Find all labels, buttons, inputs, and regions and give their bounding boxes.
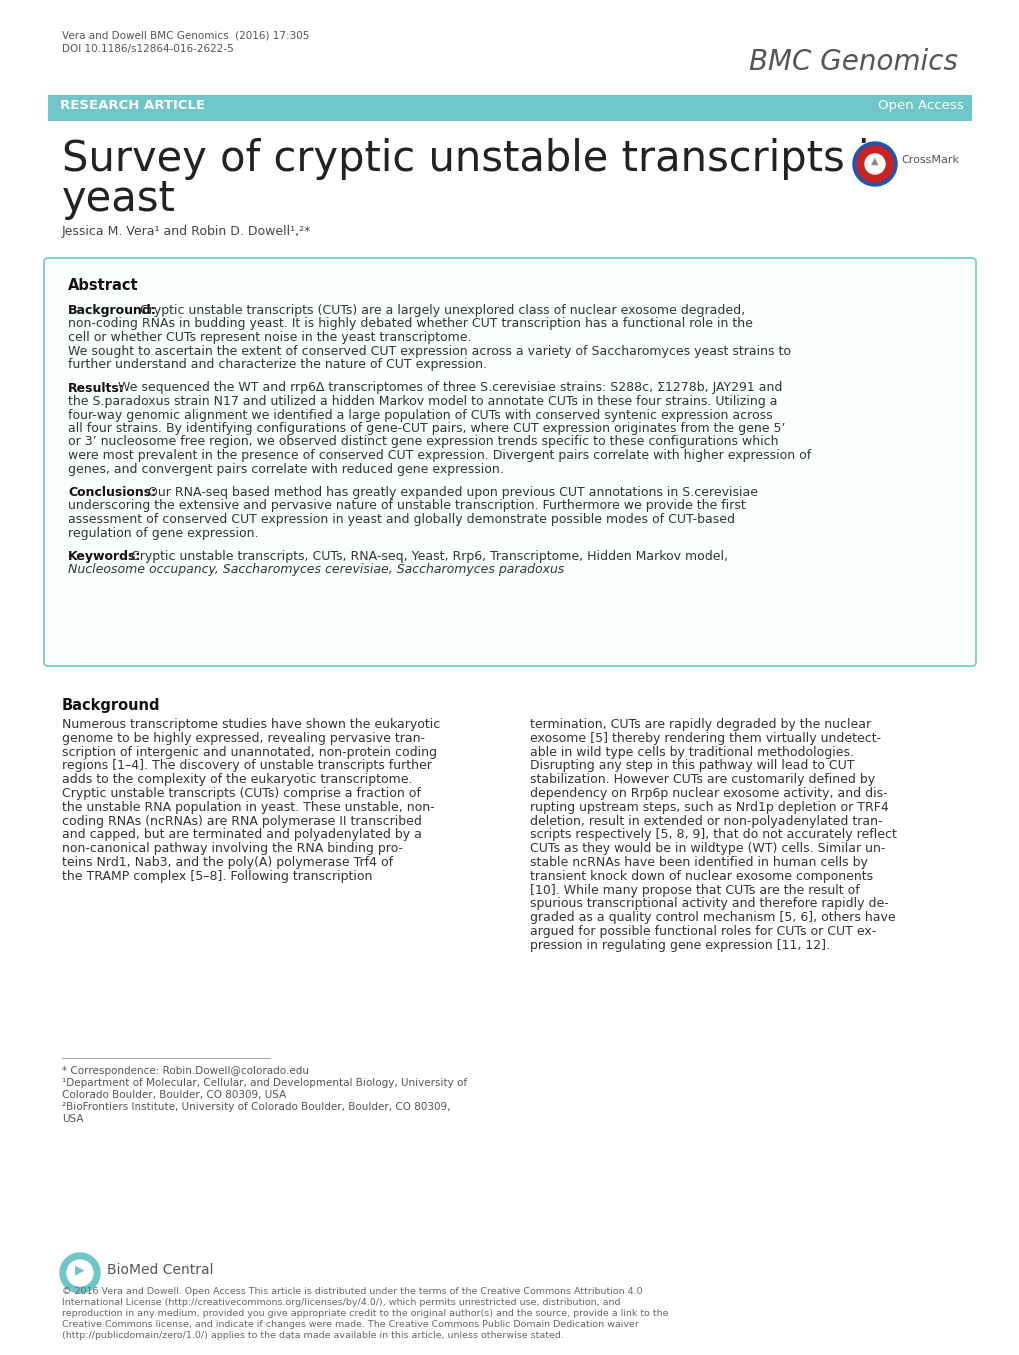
Circle shape [852, 142, 896, 186]
Text: deletion, result in extended or non-polyadenylated tran-: deletion, result in extended or non-poly… [530, 814, 881, 828]
Text: all four strains. By identifying configurations of gene-CUT pairs, where CUT exp: all four strains. By identifying configu… [68, 421, 785, 435]
Text: and capped, but are terminated and polyadenylated by a: and capped, but are terminated and polya… [62, 828, 422, 841]
Text: the S.paradoxus strain N17 and utilized a hidden Markov model to annotate CUTs i: the S.paradoxus strain N17 and utilized … [68, 396, 776, 408]
Text: USA: USA [62, 1114, 84, 1125]
Text: International License (http://creativecommons.org/licenses/by/4.0/), which permi: International License (http://creativeco… [62, 1298, 620, 1308]
Text: Background:: Background: [68, 304, 157, 317]
Text: graded as a quality control mechanism [5, 6], others have: graded as a quality control mechanism [5… [530, 911, 895, 924]
Text: Background: Background [62, 698, 160, 713]
Text: argued for possible functional roles for CUTs or CUT ex-: argued for possible functional roles for… [530, 925, 875, 938]
Text: genome to be highly expressed, revealing pervasive tran-: genome to be highly expressed, revealing… [62, 732, 425, 745]
Text: ▶: ▶ [75, 1263, 85, 1276]
Text: Colorado Boulder, Boulder, CO 80309, USA: Colorado Boulder, Boulder, CO 80309, USA [62, 1089, 286, 1100]
Text: cell or whether CUTs represent noise in the yeast transcriptome.: cell or whether CUTs represent noise in … [68, 331, 471, 344]
Text: genes, and convergent pairs correlate with reduced gene expression.: genes, and convergent pairs correlate wi… [68, 462, 503, 476]
Text: Disrupting any step in this pathway will lead to CUT: Disrupting any step in this pathway will… [530, 759, 854, 772]
Text: BMC Genomics: BMC Genomics [748, 47, 957, 76]
Text: coding RNAs (ncRNAs) are RNA polymerase II transcribed: coding RNAs (ncRNAs) are RNA polymerase … [62, 814, 422, 828]
Text: We sequenced the WT and rrp6Δ transcriptomes of three S.cerevisiae strains: S288: We sequenced the WT and rrp6Δ transcript… [118, 382, 782, 394]
Text: BioMed Central: BioMed Central [107, 1263, 213, 1276]
Text: CUTs as they would be in wildtype (WT) cells. Similar un-: CUTs as they would be in wildtype (WT) c… [530, 843, 884, 855]
Text: yeast: yeast [62, 178, 175, 220]
Text: pression in regulating gene expression [11, 12].: pression in regulating gene expression [… [530, 939, 829, 951]
Text: rupting upstream steps, such as Nrd1p depletion or TRF4: rupting upstream steps, such as Nrd1p de… [530, 801, 888, 814]
Text: regulation of gene expression.: regulation of gene expression. [68, 527, 258, 539]
Text: non-coding RNAs in budding yeast. It is highly debated whether CUT transcription: non-coding RNAs in budding yeast. It is … [68, 317, 752, 331]
Text: Open Access: Open Access [877, 99, 963, 112]
Circle shape [864, 154, 884, 173]
Text: transient knock down of nuclear exosome components: transient knock down of nuclear exosome … [530, 870, 872, 883]
Text: Cryptic unstable transcripts (CUTs) comprise a fraction of: Cryptic unstable transcripts (CUTs) comp… [62, 787, 421, 799]
Text: Survey of cryptic unstable transcripts in: Survey of cryptic unstable transcripts i… [62, 138, 895, 180]
Text: stabilization. However CUTs are customarily defined by: stabilization. However CUTs are customar… [530, 774, 874, 786]
Text: CrossMark: CrossMark [900, 154, 958, 165]
Text: * Correspondence: Robin.Dowell@colorado.edu: * Correspondence: Robin.Dowell@colorado.… [62, 1066, 309, 1076]
Text: Abstract: Abstract [68, 278, 139, 293]
Text: further understand and characterize the nature of CUT expression.: further understand and characterize the … [68, 358, 486, 371]
Text: Conclusions:: Conclusions: [68, 486, 156, 499]
Text: adds to the complexity of the eukaryotic transcriptome.: adds to the complexity of the eukaryotic… [62, 774, 412, 786]
Text: stable ncRNAs have been identified in human cells by: stable ncRNAs have been identified in hu… [530, 856, 867, 869]
FancyBboxPatch shape [44, 257, 975, 667]
Text: DOI 10.1186/s12864-016-2622-5: DOI 10.1186/s12864-016-2622-5 [62, 43, 233, 54]
Circle shape [60, 1253, 100, 1293]
Text: or 3’ nucleosome free region, we observed distinct gene expression trends specif: or 3’ nucleosome free region, we observe… [68, 435, 777, 449]
Text: the TRAMP complex [5–8]. Following transcription: the TRAMP complex [5–8]. Following trans… [62, 870, 372, 883]
Text: teins Nrd1, Nab3, and the poly(A) polymerase Trf4 of: teins Nrd1, Nab3, and the poly(A) polyme… [62, 856, 392, 869]
Circle shape [67, 1260, 93, 1286]
Text: Results:: Results: [68, 382, 124, 394]
Text: regions [1–4]. The discovery of unstable transcripts further: regions [1–4]. The discovery of unstable… [62, 759, 431, 772]
Text: the unstable RNA population in yeast. These unstable, non-: the unstable RNA population in yeast. Th… [62, 801, 434, 814]
Text: (http://publicdomain/zero/1.0/) applies to the data made available in this artic: (http://publicdomain/zero/1.0/) applies … [62, 1331, 564, 1340]
Text: Creative Commons license, and indicate if changes were made. The Creative Common: Creative Commons license, and indicate i… [62, 1320, 638, 1329]
Text: spurious transcriptional activity and therefore rapidly de-: spurious transcriptional activity and th… [530, 897, 888, 911]
Bar [48, 95, 971, 121]
Text: We sought to ascertain the extent of conserved CUT expression across a variety o: We sought to ascertain the extent of con… [68, 344, 790, 358]
Text: able in wild type cells by traditional methodologies.: able in wild type cells by traditional m… [530, 745, 853, 759]
Text: RESEARCH ARTICLE: RESEARCH ARTICLE [60, 99, 205, 112]
Text: scription of intergenic and unannotated, non-protein coding: scription of intergenic and unannotated,… [62, 745, 436, 759]
Text: Nucleosome occupancy, Saccharomyces cerevisiae, Saccharomyces paradoxus: Nucleosome occupancy, Saccharomyces cere… [68, 564, 564, 576]
Text: exosome [5] thereby rendering them virtually undetect-: exosome [5] thereby rendering them virtu… [530, 732, 880, 745]
Text: Numerous transcriptome studies have shown the eukaryotic: Numerous transcriptome studies have show… [62, 718, 440, 730]
Text: Our RNA-seq based method has greatly expanded upon previous CUT annotations in S: Our RNA-seq based method has greatly exp… [148, 486, 757, 499]
Text: scripts respectively [5, 8, 9], that do not accurately reflect: scripts respectively [5, 8, 9], that do … [530, 828, 896, 841]
Text: underscoring the extensive and pervasive nature of unstable transcription. Furth: underscoring the extensive and pervasive… [68, 500, 745, 512]
Text: ▲: ▲ [870, 156, 878, 167]
Circle shape [856, 146, 892, 182]
Text: termination, CUTs are rapidly degraded by the nuclear: termination, CUTs are rapidly degraded b… [530, 718, 870, 730]
Text: Vera and Dowell BMC Genomics  (2016) 17:305: Vera and Dowell BMC Genomics (2016) 17:3… [62, 30, 309, 41]
Text: dependency on Rrp6p nuclear exosome activity, and dis-: dependency on Rrp6p nuclear exosome acti… [530, 787, 887, 799]
Text: ²BioFrontiers Institute, University of Colorado Boulder, Boulder, CO 80309,: ²BioFrontiers Institute, University of C… [62, 1102, 450, 1112]
Text: Cryptic unstable transcripts, CUTs, RNA-seq, Yeast, Rrp6, Transcriptome, Hidden : Cryptic unstable transcripts, CUTs, RNA-… [130, 550, 728, 562]
Text: ¹Department of Molecular, Cellular, and Developmental Biology, University of: ¹Department of Molecular, Cellular, and … [62, 1079, 467, 1088]
Text: four-way genomic alignment we identified a large population of CUTs with conserv: four-way genomic alignment we identified… [68, 408, 771, 421]
Text: Cryptic unstable transcripts (CUTs) are a largely unexplored class of nuclear ex: Cryptic unstable transcripts (CUTs) are … [140, 304, 745, 317]
Text: Jessica M. Vera¹ and Robin D. Dowell¹,²*: Jessica M. Vera¹ and Robin D. Dowell¹,²* [62, 225, 311, 238]
Text: assessment of conserved CUT expression in yeast and globally demonstrate possibl: assessment of conserved CUT expression i… [68, 514, 735, 526]
Text: non-canonical pathway involving the RNA binding pro-: non-canonical pathway involving the RNA … [62, 843, 403, 855]
Text: were most prevalent in the presence of conserved CUT expression. Divergent pairs: were most prevalent in the presence of c… [68, 449, 810, 462]
Text: [10]. While many propose that CUTs are the result of: [10]. While many propose that CUTs are t… [530, 883, 859, 897]
Text: reproduction in any medium, provided you give appropriate credit to the original: reproduction in any medium, provided you… [62, 1309, 667, 1318]
Text: © 2016 Vera and Dowell. Open Access This article is distributed under the terms : © 2016 Vera and Dowell. Open Access This… [62, 1287, 642, 1295]
Text: Keywords:: Keywords: [68, 550, 142, 562]
